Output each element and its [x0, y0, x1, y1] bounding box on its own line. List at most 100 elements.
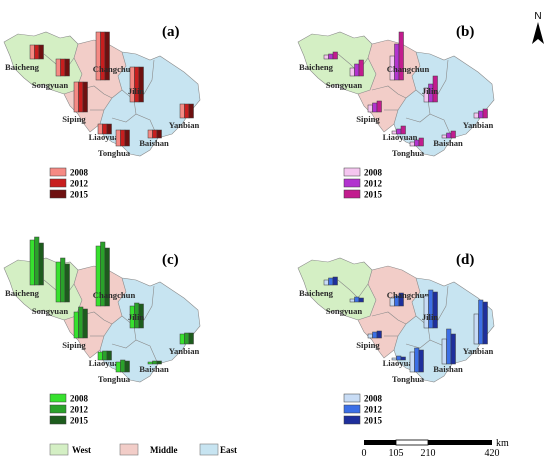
bar-yanbian-2012 — [184, 103, 190, 119]
city-bars-jilin — [423, 289, 438, 329]
bar-jilin-2015 — [432, 291, 438, 329]
city-bars-songyuan — [349, 59, 364, 77]
bar-yanbian-2008 — [473, 313, 479, 345]
city-bars-siping — [73, 81, 88, 113]
bar-jilin-2012 — [428, 289, 434, 329]
legend-label-2012: 2012 — [364, 405, 383, 415]
bar-tonghua-2015 — [418, 349, 424, 373]
city-bars-songyuan — [55, 257, 70, 303]
scale-bar: km 0 105 210 420 — [362, 438, 510, 459]
city-label: Yanbian — [463, 120, 494, 130]
bar-yanbian-2015 — [188, 332, 194, 345]
panel-title: (b) — [456, 24, 474, 40]
city-bars-songyuan — [55, 58, 70, 77]
scale-tick-3: 420 — [485, 448, 500, 459]
bar-songyuan-2015 — [64, 58, 70, 77]
legend-swatch-2008 — [343, 167, 361, 177]
legend-swatch-2008 — [49, 167, 67, 177]
bar-baicheng-2008 — [29, 239, 35, 286]
city-bars-yanbian — [179, 332, 194, 345]
bar-siping-2015 — [82, 308, 88, 339]
map-panel-2: (b) Baicheng Songyuan Changchun Siping Jilin L… — [297, 24, 495, 200]
legend-label-2015: 2015 — [364, 416, 383, 426]
city-bars-jilin — [129, 66, 144, 103]
legend-label-2015: 2015 — [364, 190, 383, 200]
city-bars-jilin — [423, 75, 438, 103]
bar-yanbian-2008 — [473, 112, 479, 119]
legend-label-2008: 2008 — [364, 394, 383, 404]
city-bars-baicheng — [29, 236, 44, 286]
legend-swatch-2012 — [343, 404, 361, 414]
bar-tonghua-2008 — [115, 361, 121, 373]
bar-baicheng-2012 — [34, 44, 40, 60]
panel-title: (a) — [162, 24, 180, 40]
city-label: Jilin — [422, 312, 438, 322]
bar-baicheng-2008 — [323, 279, 329, 286]
legend-label-2012: 2012 — [70, 405, 89, 415]
city-label: Songyuan — [326, 306, 363, 316]
legend-swatch-2015 — [49, 189, 67, 199]
city-bars-changchun — [95, 241, 110, 307]
legend-swatch-2012 — [49, 178, 67, 188]
legend-swatch-2012 — [49, 404, 67, 414]
bar-songyuan-2012 — [354, 296, 360, 303]
city-label: Songyuan — [32, 306, 69, 316]
bar-jilin-2012 — [134, 66, 140, 103]
city-label: Liaoyuan — [383, 358, 418, 368]
bar-siping-2008 — [73, 311, 79, 339]
region-legend: West Middle East — [49, 443, 237, 456]
bar-siping-2015 — [376, 330, 382, 339]
region-label-middle: Middle — [150, 445, 178, 455]
bar-liaoyuan-2015 — [400, 125, 406, 135]
bar-changchun-2012 — [394, 43, 400, 81]
city-label: Changchun — [93, 290, 136, 300]
bar-baishan-2008 — [441, 338, 447, 365]
city-label: Baishan — [433, 138, 463, 148]
city-bars-liaoyuan — [97, 123, 112, 135]
city-label: Siping — [356, 340, 380, 350]
city-label: Changchun — [93, 64, 136, 74]
bar-siping-2008 — [73, 81, 79, 113]
bar-changchun-2015 — [398, 292, 404, 307]
bar-songyuan-2008 — [55, 261, 61, 303]
region-label-west: West — [72, 445, 91, 455]
bar-yanbian-2012 — [184, 332, 190, 345]
city-bars-siping — [367, 330, 382, 339]
legend-label-2008: 2008 — [364, 168, 383, 178]
region-label-east: East — [220, 445, 237, 455]
bar-tonghua-2012 — [120, 359, 126, 373]
city-label: Siping — [62, 114, 86, 124]
bar-yanbian-2008 — [179, 333, 185, 345]
city-bars-baicheng — [29, 44, 44, 60]
city-bars-siping — [367, 100, 382, 113]
legend-label-2015: 2015 — [70, 190, 89, 200]
bar-tonghua-2008 — [115, 129, 121, 147]
bar-baicheng-2015 — [38, 44, 44, 60]
bar-liaoyuan-2015 — [106, 123, 112, 135]
north-arrow-icon — [532, 22, 544, 44]
scale-tick-0: 0 — [362, 448, 367, 459]
bar-songyuan-2012 — [354, 63, 360, 77]
bar-siping-2012 — [78, 81, 84, 113]
bar-jilin-2008 — [129, 66, 135, 103]
city-label: Yanbian — [169, 346, 200, 356]
city-label: Jilin — [422, 86, 438, 96]
bar-baishan-2008 — [147, 129, 153, 139]
city-label: Baishan — [433, 364, 463, 374]
city-bars-yanbian — [473, 108, 488, 119]
city-label: Changchun — [387, 64, 430, 74]
city-label: Jilin — [128, 312, 144, 322]
city-bars-baicheng — [323, 276, 338, 286]
bar-baicheng-2012 — [328, 277, 334, 286]
city-label: Tonghua — [98, 148, 131, 158]
bar-tonghua-2012 — [120, 129, 126, 147]
legend-swatch-2015 — [343, 189, 361, 199]
city-label: Songyuan — [32, 80, 69, 90]
bar-baicheng-2015 — [38, 242, 44, 286]
bar-changchun-2015 — [398, 31, 404, 81]
bar-songyuan-2015 — [64, 263, 70, 303]
bar-yanbian-2008 — [179, 103, 185, 119]
bar-baishan-2015 — [450, 130, 456, 139]
